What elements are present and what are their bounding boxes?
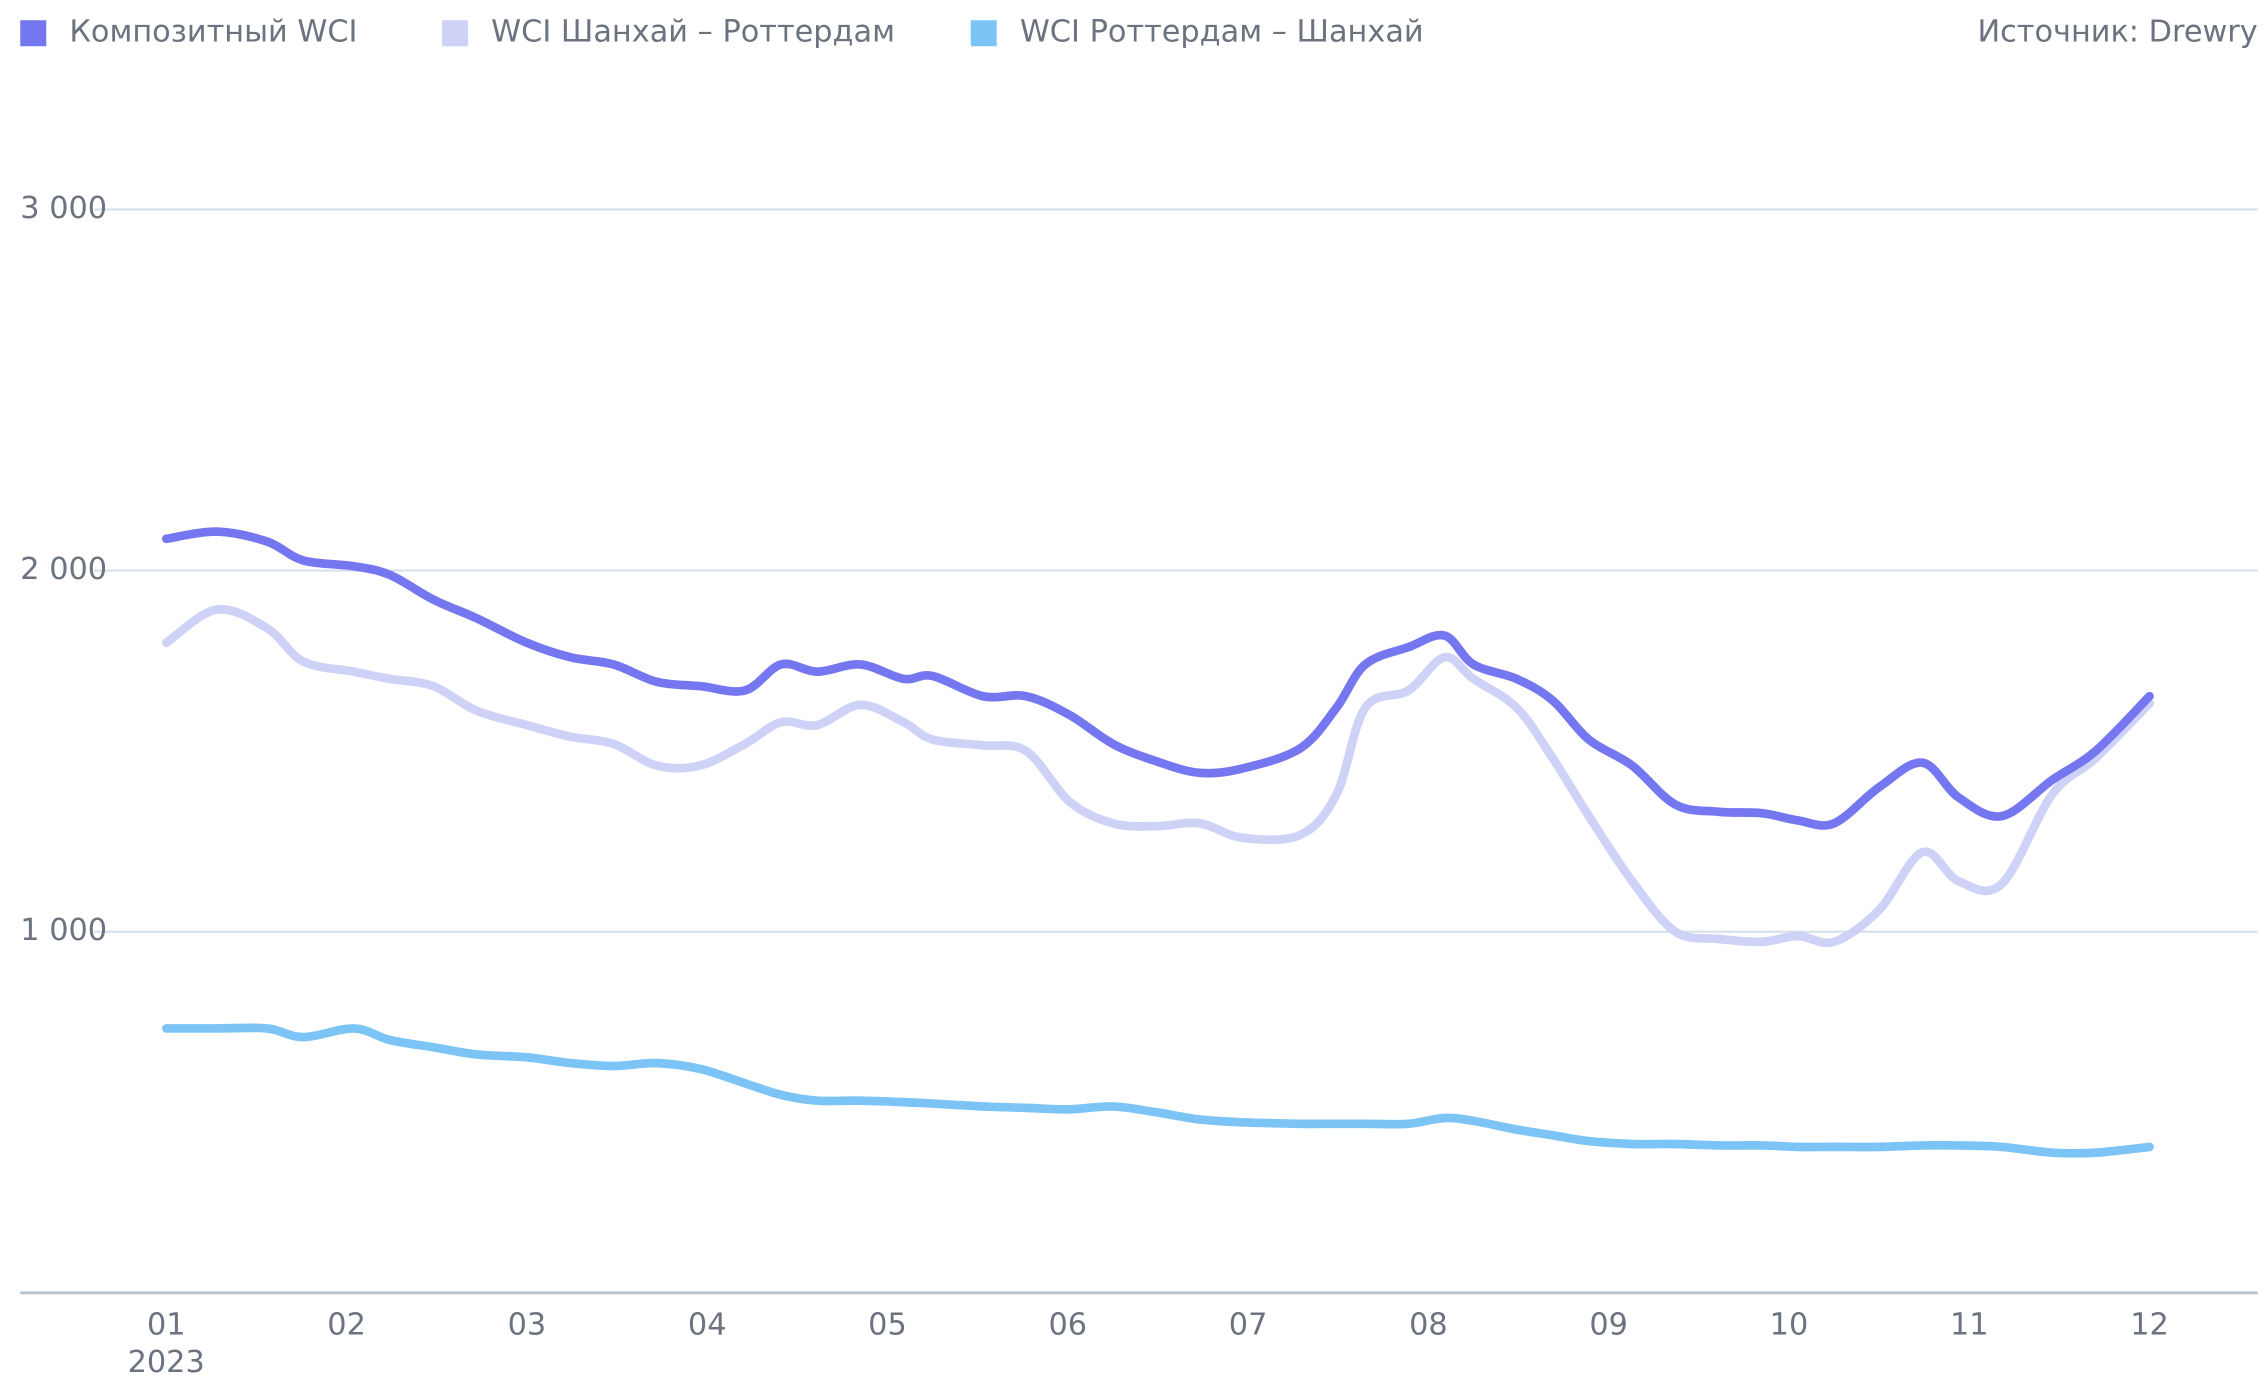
series-line — [161, 527, 2154, 830]
x-tick-label: 05 — [868, 1308, 907, 1343]
x-tick-label: 06 — [1048, 1308, 1087, 1343]
legend-swatch — [442, 20, 469, 47]
y-tick-label: 2 000 — [20, 552, 107, 587]
legend-label: WCI Шанхай – Роттердам — [491, 15, 895, 50]
x-year-label: 2023 — [128, 1345, 205, 1378]
x-tick-label: 12 — [2130, 1308, 2169, 1343]
legend-label: Композитный WCI — [69, 15, 357, 50]
x-tick-label: 02 — [327, 1308, 366, 1343]
source: Источник: Drewry — [1977, 15, 2257, 50]
x-tick-label: 04 — [688, 1308, 727, 1343]
legend-swatch — [20, 20, 47, 47]
x-tick-label: 01 — [147, 1308, 186, 1343]
series-line — [161, 604, 2154, 948]
x-tick-label: 11 — [1950, 1308, 1989, 1343]
series-line — [161, 1023, 2154, 1158]
x-tick-label: 03 — [508, 1308, 547, 1343]
legend-swatch — [970, 20, 997, 47]
x-tick-label: 08 — [1409, 1308, 1448, 1343]
x-tick-label: 10 — [1770, 1308, 1809, 1343]
y-tick-label: 1 000 — [20, 913, 107, 948]
y-tick-label: 3 000 — [20, 191, 107, 226]
x-tick-label: 07 — [1229, 1308, 1268, 1343]
x-tick-label: 09 — [1589, 1308, 1628, 1343]
legend-label: WCI Роттердам – Шанхай — [1020, 15, 1424, 50]
